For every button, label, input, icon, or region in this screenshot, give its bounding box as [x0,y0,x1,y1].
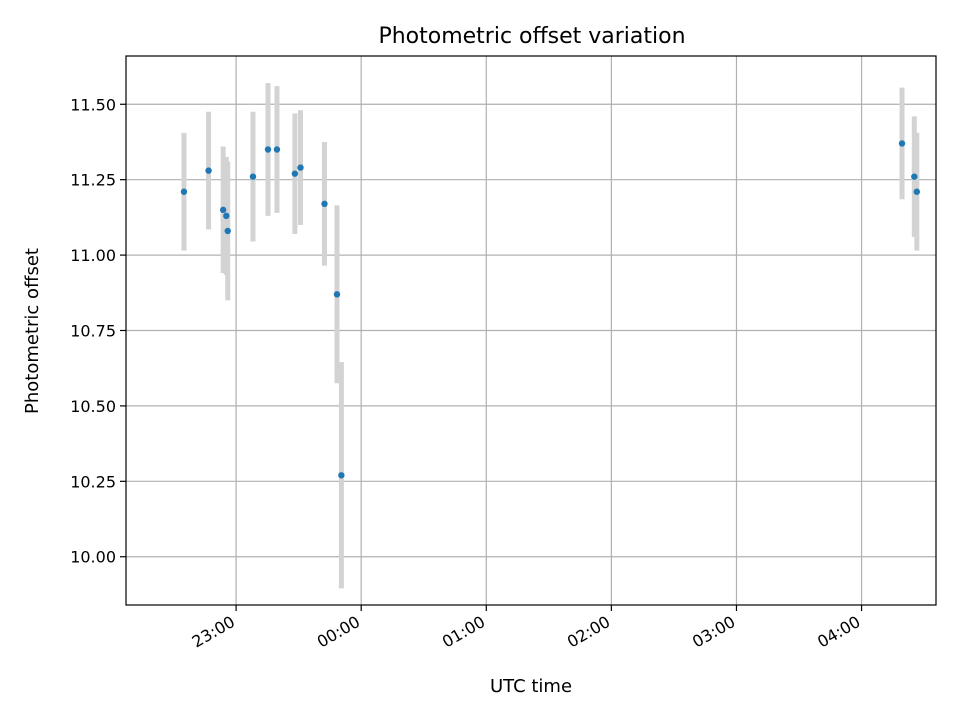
y-axis-ticks: 10.00 10.25 10.50 10.75 11.00 11.25 11.50 [70,95,126,567]
data-point [911,173,918,180]
y-tick-label: 10.00 [70,548,116,567]
data-points [180,140,921,479]
data-point [333,291,341,298]
data-point [264,146,272,153]
data-point [297,164,304,171]
y-tick-label: 11.00 [70,246,116,265]
y-axis-label: Photometric offset [22,248,43,414]
data-point [338,472,345,479]
data-point [249,173,257,180]
data-point [205,167,212,174]
y-tick-label: 10.50 [70,397,116,416]
grid-lines [126,56,936,605]
y-tick-label: 10.25 [70,472,116,491]
y-tick-label: 11.50 [70,95,116,114]
y-tick-label: 10.75 [70,322,116,341]
chart-title: Photometric offset variation [378,24,685,49]
data-point [180,188,188,195]
x-axis-label: UTC time [490,676,572,697]
data-point [291,170,299,177]
data-point [273,146,281,153]
data-point [224,227,231,235]
data-point [913,188,921,195]
data-point [223,212,230,220]
data-point [219,206,227,214]
data-point [321,200,328,208]
data-point [898,140,906,147]
y-tick-label: 11.25 [70,171,116,190]
